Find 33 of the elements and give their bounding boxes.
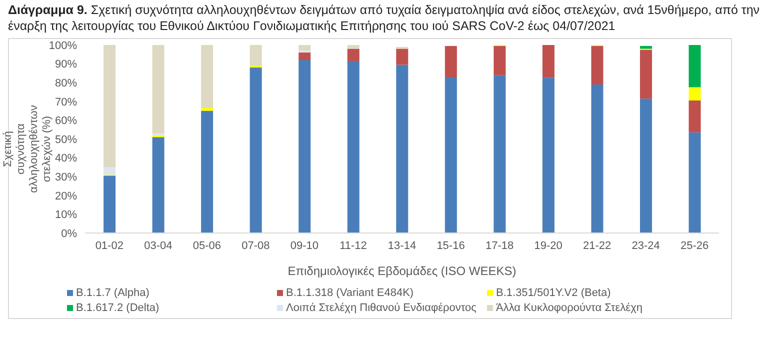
y-tick-label: 0% [61,228,78,240]
x-tick-label: 09-10 [290,240,319,252]
x-tick-label: 15-16 [436,240,465,252]
x-tick-label: 13-14 [388,240,416,252]
legend-label: B.1.617.2 (Delta) [76,302,160,314]
x-tick-label: 19-20 [534,240,562,252]
y-tick-label: 50% [54,134,78,146]
y-tick-label: 100% [48,40,78,52]
y-tick-label: 70% [54,96,78,108]
legend-label: Άλλα Κυκλοφορούντα Στελέχη [496,302,642,314]
x-tick-label: 01-02 [95,240,124,252]
x-tick-label: 17-18 [485,240,514,252]
legend-label: B.1.351/501Y.V2 (Beta) [496,287,611,299]
y-axis-title: Σχετική συχνότητα αλληλουχηθέντων στελεχών (%) [2,105,54,193]
x-axis-title: Επιδημιολογικές Εβδομάδες (ISO WEEKS) [288,264,516,278]
x-tick-label: 21-22 [583,240,612,252]
y-tick-label: 60% [54,115,78,128]
y-tick-label: 10% [54,209,78,222]
legend-label: B.1.1.318 (Variant E484K) [286,287,414,299]
x-tick-label: 23-24 [632,240,660,252]
legend-label: Λοιπά Στελέχη Πιθανού Ενδιαφέροντος [286,302,476,314]
y-tick-label: 30% [54,172,78,184]
x-tick-label: 03-04 [144,240,172,252]
chart-title: Διάγραμμα 9. [8,3,88,17]
legend-label: B.1.1.7 (Alpha) [76,287,150,299]
y-tick-label: 80% [54,78,78,90]
x-tick-label: 25-26 [680,240,709,252]
x-tick-label: 05-06 [192,240,221,252]
x-tick-label: 07-08 [242,240,270,252]
y-tick-label: 20% [54,190,78,202]
y-tick-label: 40% [54,152,78,165]
y-tick-label: 90% [54,58,78,71]
x-tick-label: 11-12 [340,240,367,252]
